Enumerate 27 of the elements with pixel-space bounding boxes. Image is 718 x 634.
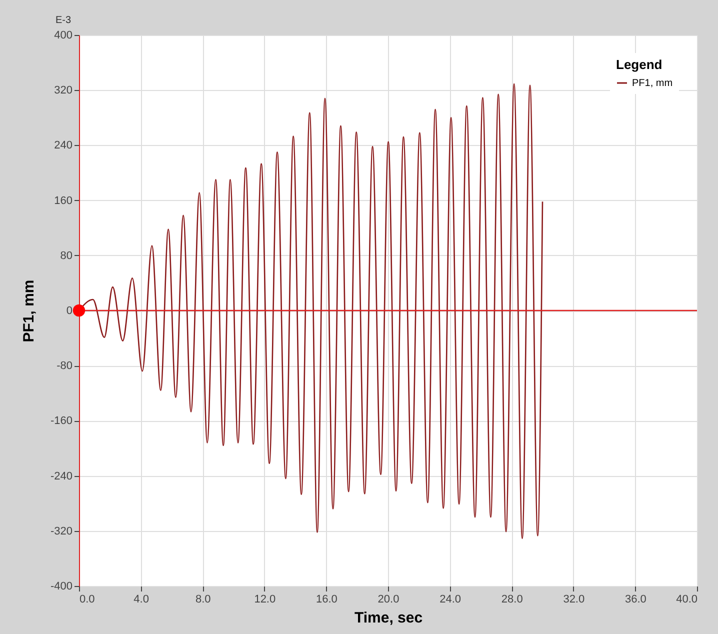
x-tick-label: 32.0 [563,594,585,606]
y-tick-label: 0 [66,305,72,317]
x-tick-label: 20.0 [378,594,400,606]
legend-label: PF1, mm [632,78,673,89]
y-tick-label: 400 [54,30,72,42]
x-tick-label: 16.0 [316,594,338,606]
y-tick-label: -160 [50,415,72,428]
y-tick-label: 240 [54,140,72,152]
x-tick-label: 28.0 [501,594,523,606]
x-tick-label: 4.0 [134,594,149,606]
x-tick-label: 40.0 [676,594,698,606]
x-tick-label: 0.0 [80,594,95,606]
y-tick-label: 160 [54,194,72,207]
text: E-3 [55,15,72,26]
x-tick-label: 24.0 [440,594,462,606]
legend-title: Legend [616,57,662,72]
x-tick-label: 12.0 [254,594,276,606]
y-tick-label: 320 [54,84,72,97]
x-axis-title: Time, sec [354,610,423,626]
y-axis-title: PF1, mm [20,280,38,342]
x-tick-label: 36.0 [624,594,646,606]
y-tick-label: -320 [50,525,72,538]
x-tick-label: 8.0 [195,594,211,606]
y-tick-label: -240 [50,470,72,482]
y-tick-label: -80 [56,360,72,372]
y-tick-label: -400 [50,580,72,592]
y-tick-label: 80 [60,250,72,262]
